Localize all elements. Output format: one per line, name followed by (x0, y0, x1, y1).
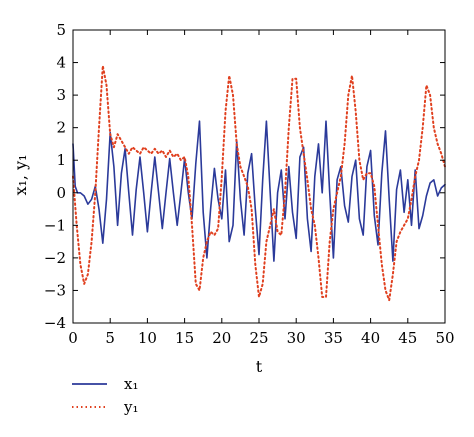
x-tick-label: 25 (249, 329, 268, 347)
y-tick-label: −4 (44, 314, 66, 332)
y-tick-label: 2 (56, 119, 66, 137)
series-line-y1 (72, 64, 446, 302)
legend-label-y1: y₁ (123, 398, 139, 416)
x-tick-label: 10 (138, 329, 157, 347)
legend-label-x1: x₁ (124, 375, 138, 393)
series-line-x1 (72, 120, 446, 262)
x-tick-label: 5 (105, 329, 115, 347)
x-tick-label: 30 (287, 329, 306, 347)
y-tick-label: 1 (56, 151, 66, 169)
x-tick-label: 0 (68, 329, 78, 347)
y-tick-label: 4 (56, 54, 66, 72)
y-tick-label: 0 (56, 184, 66, 202)
x-tick-label: 15 (175, 329, 194, 347)
y-tick-label: 5 (56, 21, 66, 39)
axes-frame (72, 29, 446, 324)
y-axis-ticks: −4 −3 −2 −1 0 1 2 3 4 5 (44, 21, 445, 332)
plot-area (72, 29, 446, 324)
x-tick-label: 35 (324, 329, 343, 347)
y-tick-label: −1 (44, 216, 66, 234)
y-tick-label: −3 (44, 281, 66, 299)
x-tick-label: 45 (398, 329, 417, 347)
x-tick-label: 40 (361, 329, 380, 347)
x-tick-label: 50 (435, 329, 454, 347)
x-axis-ticks: 0 5 10 15 20 25 30 35 40 45 50 (68, 30, 455, 347)
x-axis-label: t (256, 357, 263, 376)
legend: x₁ y₁ (72, 375, 139, 416)
x-tick-label: 20 (212, 329, 231, 347)
y-axis-label: x₁, y₁ (11, 154, 30, 195)
y-tick-label: 3 (56, 86, 66, 104)
y-tick-label: −2 (44, 249, 66, 267)
